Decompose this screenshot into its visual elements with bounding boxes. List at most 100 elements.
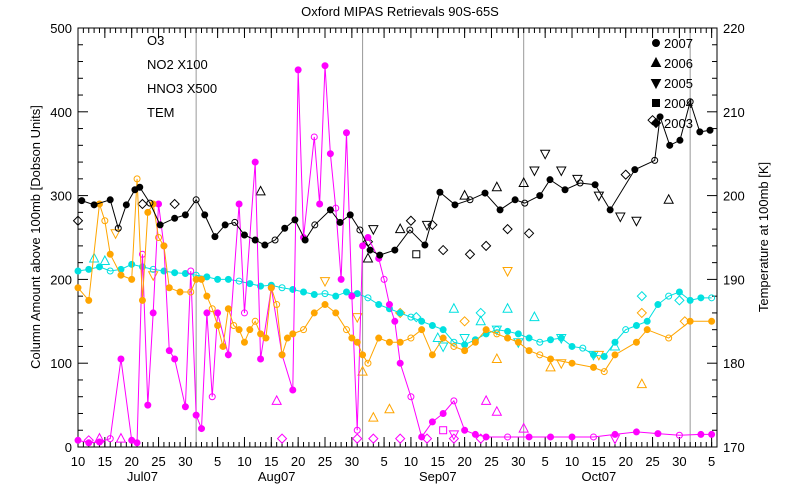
data-point-2007 (278, 284, 286, 292)
data-point-other-year (674, 295, 685, 306)
data-point-2007 (149, 265, 157, 273)
data-point-2007 (257, 355, 265, 363)
data-point-2007 (283, 334, 291, 342)
data-point-2007 (643, 317, 651, 325)
data-point-other-year (555, 359, 567, 370)
x-tick-label: 30 (345, 454, 359, 469)
year-legend-label: 2006 (664, 56, 693, 71)
data-point-2007 (165, 284, 173, 292)
data-point-other-year (459, 334, 470, 345)
x-tick-label: 5 (214, 454, 221, 469)
data-point-2007 (407, 393, 415, 401)
data-point-2007 (359, 351, 367, 359)
data-point-2007 (187, 288, 195, 296)
data-point-2007 (376, 251, 384, 259)
data-point-2007 (203, 292, 211, 300)
y2-tick-label: 170 (723, 440, 745, 455)
data-point-2007 (706, 126, 714, 134)
data-point-other-year (475, 315, 487, 326)
data-point-2007 (146, 199, 154, 207)
data-point-2007 (181, 211, 189, 219)
data-point-2007 (396, 309, 404, 317)
data-point-other-year (523, 228, 535, 239)
data-point-2007 (128, 275, 136, 283)
data-point-2007 (525, 334, 533, 342)
data-point-2007 (418, 317, 426, 325)
data-point-2007 (165, 347, 173, 355)
data-point-other-year (636, 290, 648, 302)
data-point-2007 (171, 355, 179, 363)
data-point-other-year (636, 378, 648, 389)
data-point-2007 (482, 326, 490, 334)
data-point-2007 (144, 208, 152, 216)
data-point-other-year (529, 311, 540, 322)
data-point-other-year (437, 244, 449, 256)
x-tick-label: 10 (237, 454, 251, 469)
y-tick-label: 100 (50, 356, 72, 371)
data-point-2007 (192, 196, 200, 204)
data-point-other-year (518, 176, 530, 188)
data-point-2007 (546, 176, 554, 184)
x-tick-label: 15 (98, 454, 112, 469)
data-point-2007 (579, 344, 587, 352)
data-point-2007 (396, 359, 404, 367)
data-point-2007 (219, 342, 227, 350)
data-point-2007 (407, 313, 415, 321)
data-point-2007 (149, 309, 157, 317)
data-point-other-year (480, 240, 492, 252)
data-point-other-year (427, 219, 438, 231)
data-point-2007 (106, 196, 114, 204)
data-point-2007 (651, 156, 659, 164)
year-legend-label: 2004 (664, 96, 693, 111)
data-point-2007 (547, 433, 555, 441)
data-point-2007 (493, 330, 501, 338)
data-point-2007 (336, 218, 344, 226)
data-point-2007 (536, 192, 544, 200)
data-point-2007 (106, 435, 114, 443)
series-line-2007 (77, 65, 712, 444)
data-point-2007 (246, 280, 254, 288)
y-tick-label: 400 (50, 105, 72, 120)
data-point-other-year (368, 225, 379, 236)
data-point-2007 (589, 433, 597, 441)
data-point-2007 (547, 355, 555, 363)
x-tick-label: 15 (592, 454, 606, 469)
data-point-2007 (326, 150, 334, 158)
data-point-2007 (211, 233, 219, 241)
data-point-2007 (289, 330, 297, 338)
data-point-2007 (74, 267, 82, 275)
data-point-other-year (636, 307, 648, 319)
data-point-2007 (144, 401, 152, 409)
data-point-2007 (201, 211, 209, 219)
data-point-2007 (600, 368, 608, 376)
data-point-2007 (686, 98, 694, 106)
data-point-other-year (137, 198, 148, 210)
data-point-2007 (300, 288, 308, 296)
data-point-2007 (643, 326, 651, 334)
data-point-2007 (273, 301, 281, 309)
data-point-2007 (224, 351, 232, 359)
data-point-2007 (310, 309, 318, 317)
data-point-2007 (160, 267, 168, 275)
data-point-2007 (439, 409, 447, 417)
data-point-2007 (235, 326, 243, 334)
data-point-2007 (536, 338, 544, 346)
data-point-2007 (224, 305, 232, 313)
month-label: Jul07 (127, 469, 158, 484)
data-point-2007 (156, 221, 164, 229)
data-point-2007 (348, 334, 356, 342)
data-point-2007 (321, 62, 329, 70)
data-point-other-year (545, 361, 556, 372)
data-point-2007 (666, 141, 674, 149)
data-point-2007 (375, 334, 383, 342)
data-point-2007 (461, 426, 469, 434)
data-point-2007 (600, 352, 608, 360)
plot-frame (77, 27, 718, 448)
data-point-2007 (708, 294, 716, 302)
data-point-2007 (656, 113, 664, 121)
data-point-2007 (611, 351, 619, 359)
y-tick-label: 300 (50, 189, 72, 204)
data-point-2007 (589, 363, 597, 371)
data-point-2007 (192, 411, 200, 419)
data-point-2007 (262, 334, 270, 342)
